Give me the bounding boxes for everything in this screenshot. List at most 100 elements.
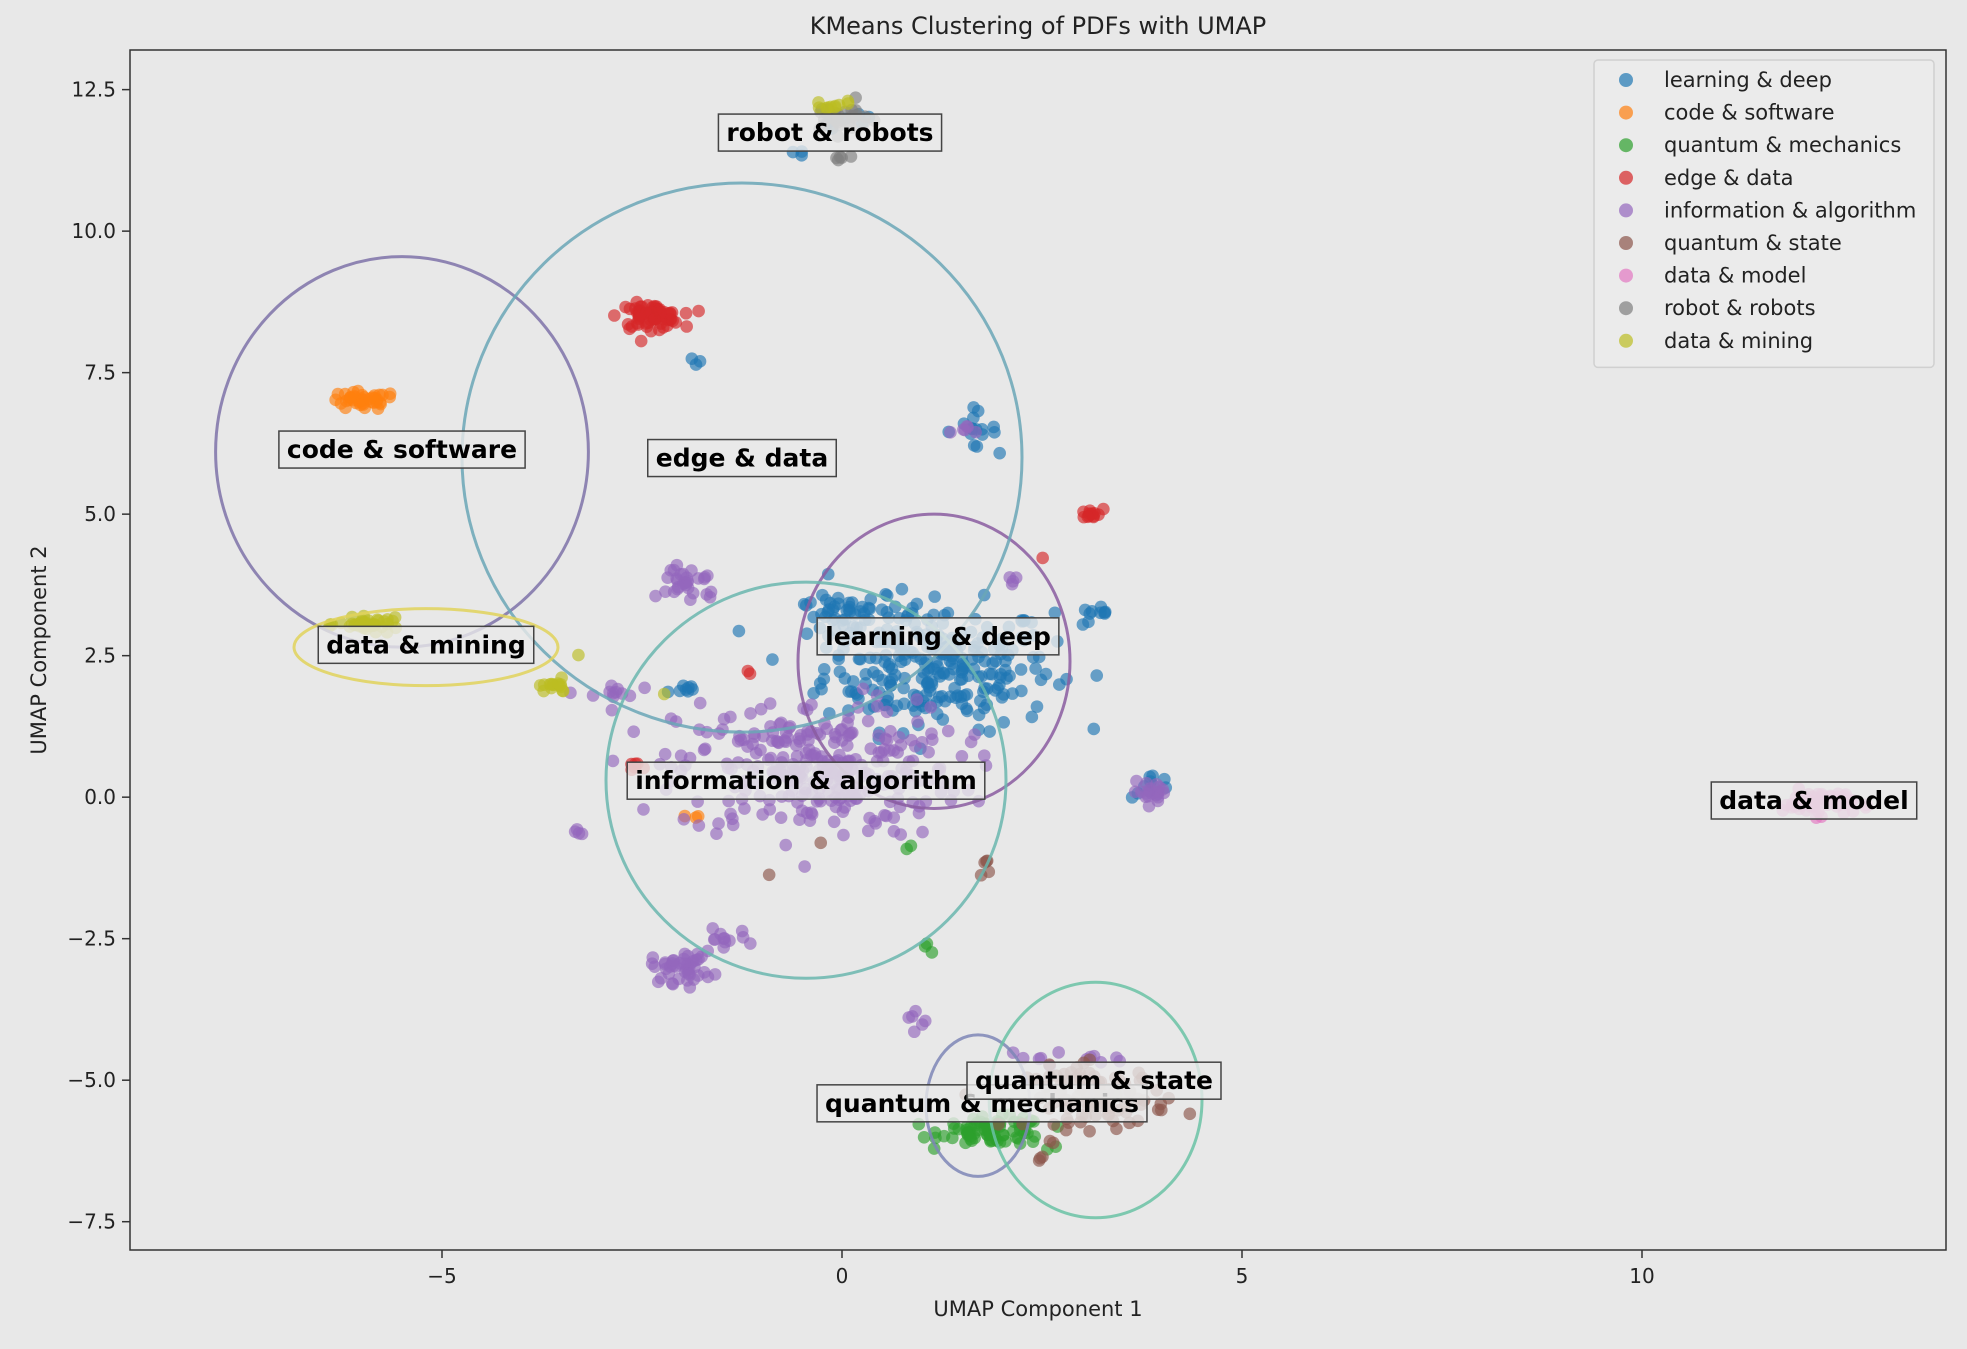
data-point — [907, 1025, 921, 1039]
legend-box — [1593, 59, 1935, 369]
data-point — [685, 352, 699, 366]
data-point — [909, 1004, 922, 1018]
cluster-label: code & software — [278, 430, 526, 469]
cluster-circles-layer — [214, 181, 1204, 1220]
data-point — [1094, 606, 1107, 620]
cluster-label-text: learning & deep — [825, 622, 1051, 651]
data-point — [1007, 1124, 1020, 1138]
data-point — [686, 586, 700, 600]
data-point — [693, 696, 707, 710]
legend-marker — [1619, 268, 1633, 283]
data-point — [1036, 551, 1049, 565]
data-point — [987, 420, 1001, 434]
data-point — [840, 604, 854, 617]
data-point — [339, 401, 352, 415]
data-point — [936, 713, 950, 726]
data-point — [703, 590, 717, 604]
data-point — [658, 747, 672, 761]
data-point — [977, 749, 991, 762]
data-point — [1183, 1107, 1197, 1121]
data-point — [568, 825, 582, 838]
x-axis-title: UMAP Component 1 — [933, 1297, 1142, 1321]
data-point — [793, 735, 807, 748]
data-point — [363, 392, 377, 406]
data-point — [854, 605, 867, 618]
cluster-label-text: information & algorithm — [635, 766, 977, 795]
data-point — [971, 404, 985, 418]
data-point — [724, 710, 737, 724]
x-tick-label: 0 — [836, 1264, 849, 1288]
legend-item: data & mining — [1619, 329, 1813, 353]
data-point — [697, 572, 711, 586]
data-point — [645, 957, 659, 971]
cluster-label-box — [816, 617, 1060, 656]
data-point — [778, 734, 791, 747]
data-point — [980, 1128, 994, 1141]
cluster-label: learning & deep — [816, 617, 1060, 656]
data-point — [845, 726, 859, 740]
cluster-label-box — [1710, 781, 1918, 820]
cluster-label-text: data & mining — [326, 630, 525, 659]
data-point — [619, 300, 632, 314]
legend-label: quantum & state — [1664, 231, 1842, 255]
data-point — [880, 705, 894, 719]
data-point — [1090, 669, 1104, 682]
cluster-label: quantum & state — [966, 1061, 1222, 1100]
data-point — [676, 567, 690, 581]
data-point — [608, 309, 621, 322]
data-point — [741, 664, 755, 678]
data-point — [653, 323, 666, 337]
data-point — [960, 688, 974, 701]
data-point — [871, 699, 884, 713]
data-point — [801, 724, 814, 738]
data-point — [377, 615, 391, 628]
data-point — [648, 313, 661, 326]
data-point — [634, 334, 648, 348]
cluster-label-text: code & software — [287, 435, 517, 464]
x-tick-label: 5 — [1236, 1264, 1249, 1288]
data-point — [1048, 606, 1062, 620]
data-point — [637, 803, 650, 816]
data-point — [671, 580, 685, 594]
data-point — [1140, 776, 1153, 790]
legend-marker — [1619, 203, 1633, 218]
data-point — [692, 819, 706, 832]
data-point — [928, 590, 941, 603]
data-point — [1003, 571, 1017, 584]
data-point — [803, 814, 817, 827]
data-point — [890, 699, 904, 713]
data-point — [932, 690, 946, 704]
chart-title: KMeans Clustering of PDFs with UMAP — [810, 12, 1267, 40]
data-point — [941, 724, 955, 738]
data-point — [735, 924, 749, 938]
data-point — [817, 663, 831, 676]
data-point — [710, 827, 723, 840]
cluster-boundary-circle — [292, 607, 560, 688]
data-point — [872, 729, 885, 742]
data-point — [869, 817, 883, 830]
data-point — [924, 701, 937, 714]
data-point — [910, 693, 924, 706]
data-point — [1014, 663, 1028, 676]
data-point — [1030, 700, 1044, 713]
data-point — [884, 725, 897, 738]
data-point — [808, 747, 822, 760]
data-point — [678, 947, 692, 961]
data-point — [718, 932, 731, 945]
legend-marker — [1619, 105, 1633, 120]
cluster-label-box — [966, 1061, 1222, 1100]
data-point — [1052, 1046, 1065, 1059]
cluster-label-box — [278, 430, 526, 469]
cluster-boundary-circle — [604, 580, 1008, 980]
data-point — [627, 725, 640, 739]
data-point — [833, 748, 846, 762]
data-point — [1060, 672, 1073, 686]
legend-marker — [1619, 138, 1633, 153]
data-point — [911, 715, 924, 728]
data-point — [882, 660, 896, 673]
y-tick-label: 5.0 — [84, 502, 116, 526]
data-point — [937, 1129, 951, 1143]
data-point — [861, 714, 875, 728]
